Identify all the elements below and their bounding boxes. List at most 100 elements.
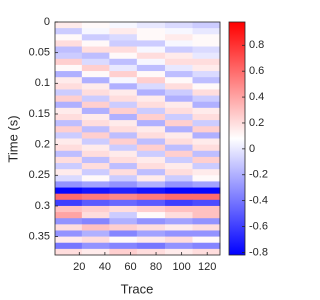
heatmap-cell [136, 101, 166, 109]
heatmap-cell [136, 236, 166, 244]
x-tick-label: 40 [99, 261, 111, 273]
heatmap-cell [192, 187, 221, 195]
heatmap-cell [165, 83, 193, 90]
x-tick-label: 20 [73, 261, 85, 273]
heatmap-cell [109, 22, 138, 29]
heatmap-cell [81, 58, 110, 66]
heatmap-cell [165, 71, 193, 78]
x-tick-label: 60 [124, 261, 136, 273]
heatmap-cell [192, 120, 221, 127]
heatmap-cell [55, 89, 83, 96]
colorbar-tick-label: 0.4 [249, 91, 264, 103]
y-tick-label: 0.1 [35, 77, 50, 89]
heatmap-cell [165, 101, 193, 109]
heatmap-cell [55, 248, 83, 256]
heatmap-cell [81, 187, 110, 195]
heatmap-cell [192, 224, 221, 231]
colorbar-tick-label: 0.8 [249, 39, 264, 51]
heatmap-cell [55, 40, 83, 47]
heatmap-cell [109, 175, 138, 182]
heatmap-cell [109, 187, 138, 195]
heatmap-cell [192, 52, 221, 60]
heatmap-cell [165, 150, 193, 158]
heatmap-cell [55, 150, 83, 158]
heatmap-cell [109, 46, 138, 54]
heatmap-cell [136, 163, 166, 170]
heatmap-cell [55, 236, 83, 244]
x-tick-label: 100 [172, 261, 190, 273]
heatmap-cell [136, 181, 166, 188]
heatmap-cell [81, 169, 110, 176]
heatmap-cell [165, 218, 193, 225]
heatmap-cell [192, 181, 221, 188]
heatmap-cell [109, 58, 138, 66]
heatmap-cell [55, 107, 83, 115]
heatmap-cell [81, 212, 110, 219]
heatmap-cell [55, 230, 83, 238]
heatmap-cell [165, 156, 193, 164]
heatmap-cell [192, 212, 221, 219]
heatmap-cell [109, 199, 138, 207]
heatmap-cell [165, 58, 193, 66]
heatmap-cell [136, 52, 166, 60]
heatmap-cell [192, 83, 221, 90]
heatmap-cell [81, 101, 110, 109]
heatmap-cell [109, 230, 138, 238]
heatmap-cell [55, 199, 83, 207]
heatmap-cell [165, 22, 193, 29]
heatmap-cell [136, 64, 166, 72]
x-tick-label: 120 [198, 261, 216, 273]
heatmap-cell [81, 64, 110, 72]
heatmap-cell [165, 236, 193, 244]
heatmap-cell [81, 242, 110, 250]
heatmap-cell [109, 248, 138, 256]
chart: Trace Time (s) 20 40 60 80 100 120 0 0.05 0.1 0.1… [5, 16, 268, 297]
heatmap-cell [109, 132, 138, 139]
heatmap-cell [165, 138, 193, 146]
heatmap-cell [81, 120, 110, 127]
heatmap-cell [81, 230, 110, 238]
heatmap-cell [109, 71, 138, 78]
heatmap-cell [109, 224, 138, 231]
heatmap-cell [165, 77, 193, 84]
heatmap-cell [109, 83, 138, 90]
heatmap-cell [109, 89, 138, 96]
heatmap-cell [136, 193, 166, 201]
heatmap-cell [55, 95, 83, 103]
heatmap-cell [192, 175, 221, 182]
heatmap-cell [81, 144, 110, 152]
heatmap-cell [55, 34, 83, 41]
heatmap-cell [109, 40, 138, 47]
heatmap-cell [81, 107, 110, 115]
heatmap-cell [136, 77, 166, 84]
heatmap-cell [136, 224, 166, 231]
heatmap-cell [192, 28, 221, 35]
heatmap-cell [136, 132, 166, 139]
y-tick-label: 0.05 [29, 47, 50, 59]
heatmap-cell [81, 156, 110, 164]
heatmap-cell [192, 138, 221, 146]
heatmap-cell [81, 71, 110, 78]
plot-frame [54, 21, 221, 256]
heatmap-cell [136, 199, 166, 207]
heatmap-cell [81, 193, 110, 201]
heatmap-cell [136, 156, 166, 164]
heatmap-cell [109, 113, 138, 121]
heatmap-cell [192, 113, 221, 121]
heatmap-cell [165, 193, 193, 201]
heatmap-cell [55, 58, 83, 66]
heatmap-cell [109, 126, 138, 133]
heatmap-cell [55, 163, 83, 170]
heatmap-cell [109, 242, 138, 250]
colorbar [228, 21, 246, 256]
heatmap-cell [192, 77, 221, 84]
heatmap-cell [81, 199, 110, 207]
heatmap-cell [136, 22, 166, 29]
heatmap-cell [192, 163, 221, 170]
heatmap-cell [165, 52, 193, 60]
heatmap-cell [136, 95, 166, 103]
heatmap-cell [165, 205, 193, 213]
heatmap-cell [192, 132, 221, 139]
heatmap-cell [109, 120, 138, 127]
